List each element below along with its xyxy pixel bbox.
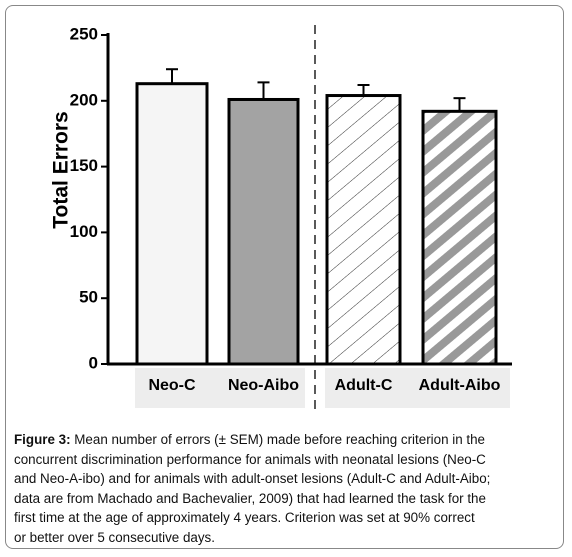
y-tick-label: 250 — [70, 24, 98, 43]
caption-text: first time at the age of approximately 4… — [14, 510, 475, 525]
caption-line: concurrent discrimination performance fo… — [14, 450, 559, 470]
x-tick-label: Neo-C — [148, 377, 196, 394]
caption-text: concurrent discrimination performance fo… — [14, 451, 486, 467]
caption-line: and Neo-A-ibo) and for animals with adul… — [14, 469, 559, 489]
x-tick-label: Adult-Aibo — [419, 377, 501, 394]
y-axis-label: Total Errors — [50, 111, 73, 228]
caption-text: or better over 5 consecutive days. — [14, 529, 215, 545]
caption-text: data are from Machado and Bachevalier, 2… — [14, 490, 486, 506]
bar — [135, 82, 209, 366]
figure-frame — [5, 5, 564, 549]
x-tick-label: Adult-C — [335, 377, 393, 394]
label-band — [325, 368, 510, 408]
y-tick-label: 200 — [70, 90, 98, 109]
caption-label: Figure 3: — [14, 432, 71, 447]
y-tick-label: 100 — [70, 222, 98, 241]
caption-line: first time at the age of approximately 4… — [14, 508, 559, 528]
chart: Total Errors 0 50 100 150 200 250 Neo-C Neo-Aib… — [50, 24, 512, 410]
caption-line: data are from Machado and Bachevalier, 2… — [14, 489, 559, 509]
caption: Figure 3: Mean number of errors (± SEM) … — [14, 430, 559, 547]
caption-text: and Neo-A-ibo) and for animals with adul… — [14, 471, 491, 486]
label-band — [135, 368, 305, 408]
x-tick-label: Neo-Aibo — [228, 377, 299, 394]
caption-text: Mean number of errors (± SEM) made befor… — [70, 432, 486, 447]
bar — [421, 109, 498, 366]
y-tick-label: 50 — [79, 288, 98, 307]
caption-line: or better over 5 consecutive days. — [14, 528, 559, 548]
caption-line: Figure 3: Mean number of errors (± SEM) … — [14, 430, 559, 450]
y-tick-label: 150 — [70, 156, 98, 175]
y-tick-label: 0 — [89, 353, 98, 372]
bar — [227, 97, 300, 366]
bar — [325, 94, 402, 366]
